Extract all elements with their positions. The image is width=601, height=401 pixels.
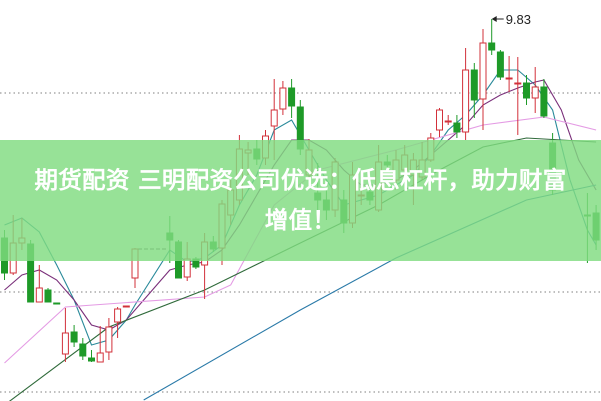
candle-body [436, 109, 443, 131]
candle-body [505, 77, 513, 80]
candle [44, 288, 52, 303]
candle [462, 48, 470, 140]
candle [53, 302, 61, 305]
max-price-label: 9.83 [506, 12, 531, 27]
candle-body [540, 86, 548, 117]
candle-body [70, 331, 78, 343]
candle-body [96, 352, 104, 363]
candle-body [88, 357, 95, 362]
candle-body [462, 69, 470, 133]
gridlines [0, 92, 601, 393]
candle-body [444, 120, 452, 123]
candle-body [105, 326, 113, 353]
candle [505, 56, 513, 92]
candle [79, 338, 87, 360]
candle [61, 308, 69, 362]
candle-body [531, 86, 539, 99]
max-arrow-icon [491, 16, 497, 22]
candle-body [453, 122, 461, 133]
candle-body [61, 332, 69, 355]
candle [523, 75, 530, 105]
candle [531, 67, 539, 113]
candle [540, 79, 548, 118]
candle [96, 326, 104, 363]
candle [88, 350, 95, 362]
candle-body [53, 302, 61, 305]
candle [470, 63, 478, 118]
candle-body [288, 87, 296, 107]
candle-body [270, 109, 278, 127]
candle-body [523, 82, 530, 99]
candle-body [514, 82, 522, 85]
candle [444, 115, 452, 125]
candle-body [488, 42, 496, 51]
candle-body [183, 258, 191, 278]
candle [105, 318, 113, 360]
candle [288, 79, 296, 118]
candle-body [479, 42, 487, 100]
candle-body [79, 343, 87, 357]
candle-body [114, 308, 122, 323]
headline-banner [0, 140, 601, 261]
candle-body [44, 289, 52, 303]
candle [279, 81, 287, 115]
candle-body [35, 287, 43, 303]
candle [70, 325, 78, 347]
candle-body [122, 305, 130, 308]
candle [488, 19, 496, 55]
candle [122, 305, 130, 308]
headline-line-1: 期货配资 三明配资公司优选：低息杠杆，助力财富 [34, 166, 567, 194]
candle [479, 29, 487, 130]
headline: 期货配资 三明配资公司优选：低息杠杆，助力财富 增值！ [0, 160, 601, 240]
candle-body [496, 51, 504, 78]
candle [496, 50, 504, 80]
candle-body [470, 69, 478, 101]
max-annotation: 9.83 [491, 12, 531, 27]
candle [453, 115, 461, 138]
candle [514, 57, 522, 135]
candle [35, 265, 43, 303]
headline-line-2: 增值！ [264, 206, 337, 234]
candle-body [279, 87, 287, 110]
candle [436, 108, 443, 137]
candle [114, 307, 122, 338]
